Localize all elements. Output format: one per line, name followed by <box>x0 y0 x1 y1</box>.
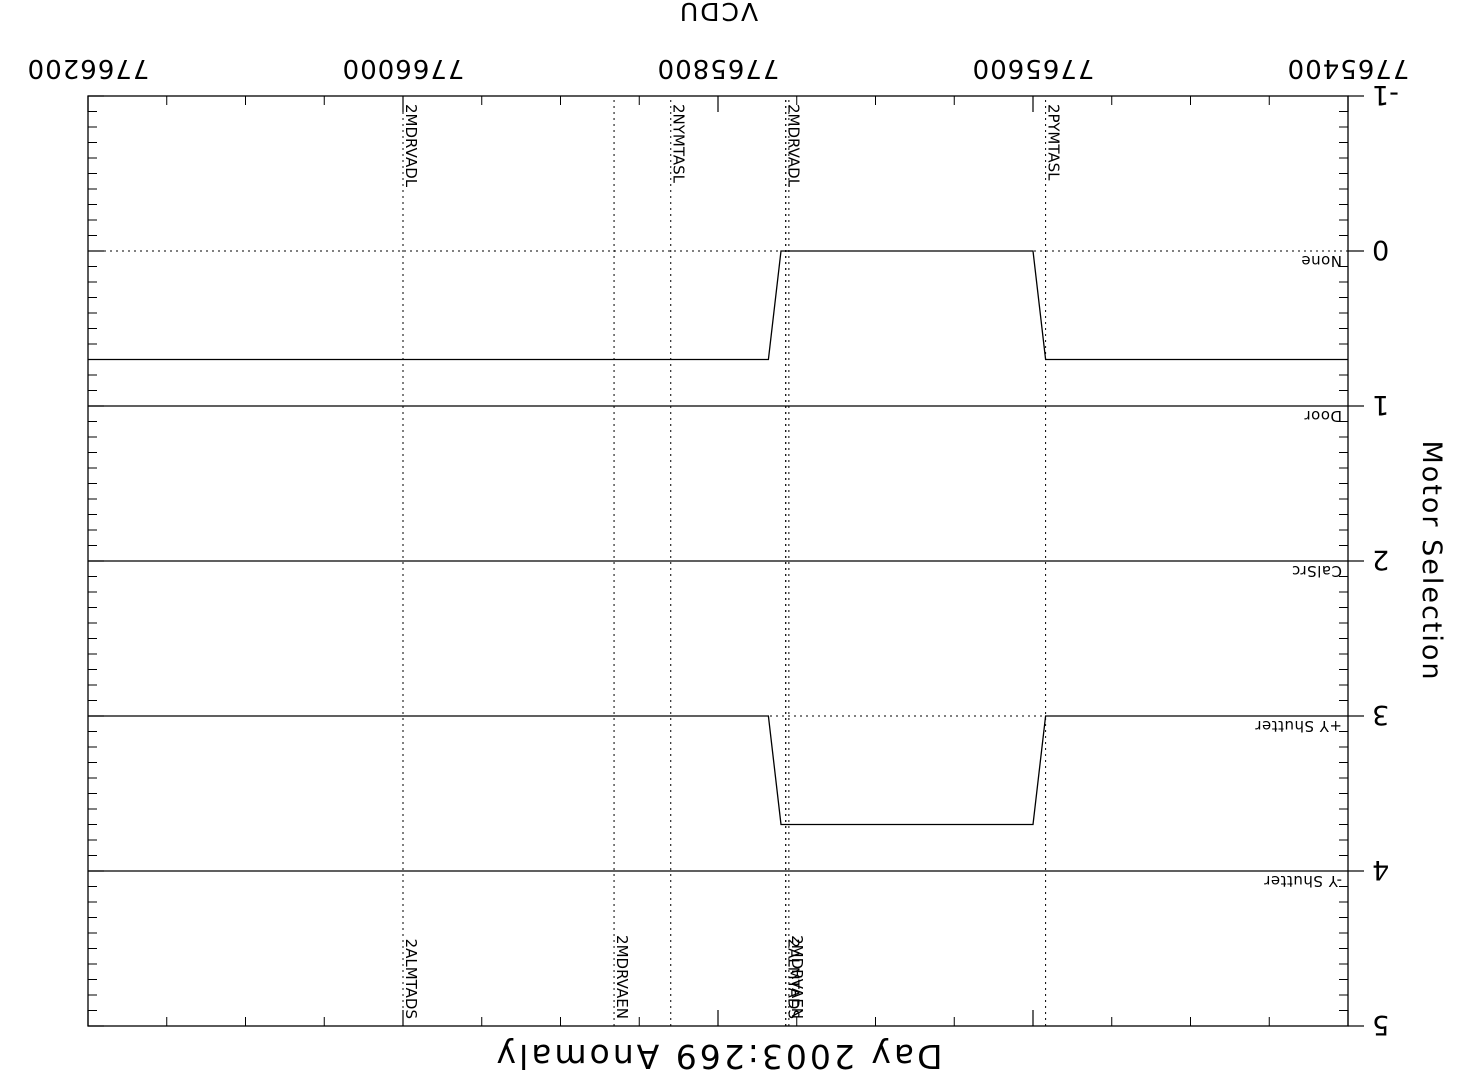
event-marker-label: 2MDRVADL <box>402 104 420 188</box>
event-marker-label: 2MDRVAEN <box>788 935 806 1019</box>
event-marker-label: 2ALMTADS <box>785 939 803 1019</box>
state-label: None <box>1301 252 1342 270</box>
y-tick-label: 2 <box>1372 544 1389 575</box>
y-tick-label: 3 <box>1372 699 1389 730</box>
series-line <box>88 250 1348 361</box>
x-tick-label: 7766000 <box>342 53 465 83</box>
state-label: Door <box>1304 407 1342 425</box>
event-marker-label: 2MDRVADL <box>785 104 803 188</box>
chart-title: Day 2003:269 Anomaly <box>494 1037 943 1076</box>
event-marker-label: 2ALMTADS <box>402 939 420 1019</box>
y-tick-label: 4 <box>1372 854 1389 885</box>
state-label: CalSrc <box>1292 562 1342 580</box>
x-tick-label: 7765600 <box>972 53 1095 83</box>
y-tick-label: 5 <box>1372 1009 1389 1040</box>
x-tick-label: 7766200 <box>27 53 150 83</box>
x-axis-label: VCDU <box>678 0 758 26</box>
event-marker-label: 2PYMTASL <box>1045 104 1063 181</box>
state-label: +Y Shutter <box>1254 717 1342 735</box>
y-tick-label: 0 <box>1372 234 1389 265</box>
state-label: -Y Shutter <box>1263 872 1342 890</box>
event-marker-label: 2NYMTASL <box>670 104 688 184</box>
x-tick-label: 7765800 <box>657 53 780 83</box>
event-marker-label: 2MDRVAEN <box>613 935 631 1019</box>
y-axis-label: Motor Selection <box>1416 440 1447 681</box>
y-tick-label: 1 <box>1372 389 1389 420</box>
y-tick-label: -1 <box>1372 79 1399 110</box>
series-line <box>88 715 1348 826</box>
x-tick-label: 7765400 <box>1287 53 1410 83</box>
